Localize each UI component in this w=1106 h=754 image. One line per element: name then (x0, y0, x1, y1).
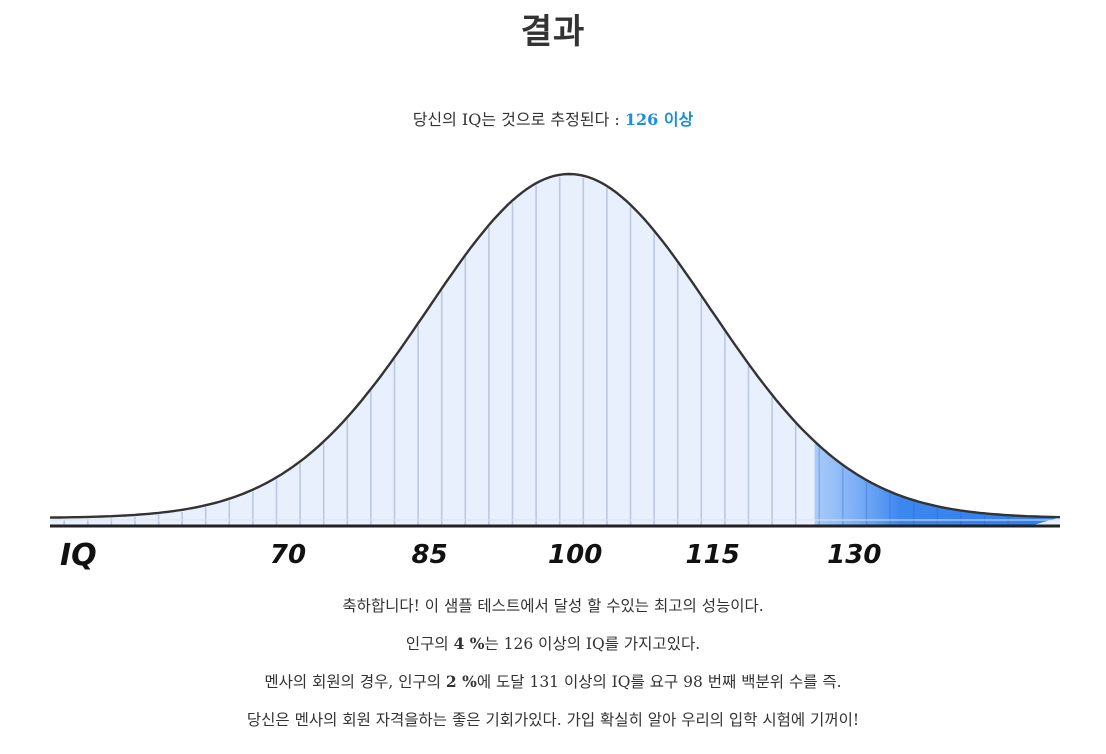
tick-label-85: 85 (412, 540, 448, 570)
tick-label-70: 70 (270, 540, 306, 570)
line3-post: 에 도달 131 이상의 IQ를 요구 98 번째 백분위 수를 즉. (476, 673, 842, 691)
tick-label-115: 115 (686, 540, 740, 570)
curve-line (50, 172, 1061, 519)
line3-percent: 2 % (445, 672, 477, 691)
page-title: 결과 (520, 12, 586, 52)
description-line-1: 축하합니다! 이 샘플 테스트에서 달성 할 수있는 최고의 성능이다. (342, 597, 764, 615)
curve-area (50, 174, 1060, 526)
description-line-3: 멘사의 회원의 경우, 인구의 2 %에 도달 131 이상의 IQ를 요구 9… (0, 670, 1106, 692)
iq-distribution-chart: IQ 70 85 100 115 130 (50, 160, 1066, 580)
bell-curve-svg: IQ 70 85 100 115 130 (50, 172, 1061, 573)
result-summary: 당신의 IQ는 것으로 추정된다 : 126 이상 (0, 106, 1106, 130)
line2-post: 는 126 이상의 IQ를 가지고있다. (484, 635, 701, 653)
tick-label-100: 100 (548, 540, 602, 570)
line3-pre: 멘사의 회원의 경우, 인구의 (264, 673, 446, 691)
result-value: 126 이상 (624, 110, 694, 129)
description-line-4: 당신은 멘사의 회원 자격을하는 좋은 기회가있다. 가입 확실히 알아 우리의… (246, 711, 860, 729)
x-axis-label: IQ (60, 538, 97, 573)
line2-percent: 4 % (453, 634, 485, 653)
result-prefix: 당신의 IQ는 것으로 추정된다 : (412, 110, 620, 129)
line2-pre: 인구의 (405, 635, 454, 653)
description-line-2: 인구의 4 %는 126 이상의 IQ를 가지고있다. (0, 632, 1106, 654)
highlight-area (814, 441, 1060, 526)
tick-label-130: 130 (827, 540, 881, 570)
